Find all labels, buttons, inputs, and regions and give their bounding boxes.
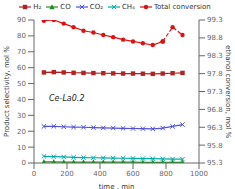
svg-text:20: 20 bbox=[17, 128, 26, 136]
html-text:H₂: H₂ bbox=[33, 3, 42, 11]
svg-text:Product selectivity, mol %: Product selectivity, mol % bbox=[3, 46, 11, 137]
svg-text:30: 30 bbox=[17, 112, 26, 120]
svg-text:80: 80 bbox=[17, 32, 26, 40]
svg-text:95.3: 95.3 bbox=[207, 159, 223, 167]
html-text:CO₂: CO₂ bbox=[89, 3, 103, 11]
html-text:Total conversion: Total conversion bbox=[153, 3, 211, 11]
svg-text:98.8: 98.8 bbox=[207, 34, 223, 42]
svg-text:0: 0 bbox=[22, 159, 26, 167]
svg-text:99.3: 99.3 bbox=[207, 16, 223, 24]
svg-text:800: 800 bbox=[159, 170, 172, 178]
svg-text:40: 40 bbox=[17, 96, 26, 104]
svg-text:97.3: 97.3 bbox=[207, 88, 223, 96]
svg-text:98.3: 98.3 bbox=[207, 52, 223, 60]
svg-text:time , min: time , min bbox=[99, 183, 135, 189]
svg-text:97.8: 97.8 bbox=[207, 70, 223, 78]
svg-text:70: 70 bbox=[17, 48, 26, 56]
svg-text:0: 0 bbox=[32, 170, 36, 178]
svg-text:95.8: 95.8 bbox=[207, 142, 223, 150]
svg-text:96.3: 96.3 bbox=[207, 124, 223, 132]
svg-text:ethanol conversion, mol %: ethanol conversion, mol % bbox=[224, 45, 232, 139]
svg-text:90: 90 bbox=[17, 16, 26, 24]
svg-text:10: 10 bbox=[17, 144, 26, 152]
html-text:CO: CO bbox=[60, 3, 71, 11]
svg-text:50: 50 bbox=[17, 80, 26, 88]
svg-text:60: 60 bbox=[17, 64, 26, 72]
html-text:Ce-La0.2: Ce-La0.2 bbox=[49, 94, 85, 103]
svg-text:400: 400 bbox=[93, 170, 106, 178]
html-text:CH₄: CH₄ bbox=[122, 3, 135, 11]
svg-text:200: 200 bbox=[60, 170, 73, 178]
svg-text:1000: 1000 bbox=[190, 170, 208, 178]
svg-text:600: 600 bbox=[126, 170, 139, 178]
svg-text:96.8: 96.8 bbox=[207, 106, 223, 114]
